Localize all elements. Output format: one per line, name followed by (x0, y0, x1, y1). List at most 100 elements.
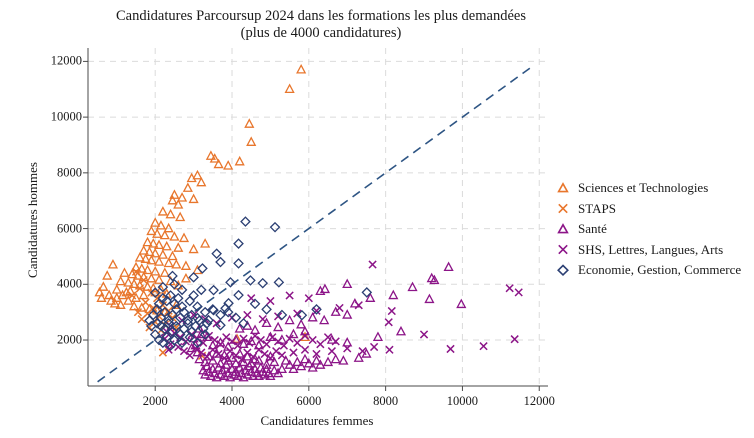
scatter-point-triangle (284, 314, 295, 325)
scatter-point-triangle (144, 246, 155, 257)
scatter-point-triangle (207, 339, 218, 350)
scatter-point-triangle (249, 324, 261, 335)
scatter-point-x (514, 288, 523, 297)
scatter-point-diamond (238, 317, 249, 329)
scatter-point-triangle (307, 311, 318, 322)
navy-diamond-icon (556, 264, 570, 277)
scatter-point-x (227, 337, 237, 346)
scatter-point-triangle (265, 370, 276, 380)
scatter-point-triangle (249, 353, 261, 364)
scatter-point-triangle (211, 371, 222, 382)
scatter-point-triangle (443, 261, 454, 272)
scatter-point-triangle (138, 289, 149, 300)
legend-label: SHS, Lettres, Langues, Arts (578, 241, 724, 257)
scatter-point-diamond (273, 277, 285, 288)
scatter-point-x (312, 306, 321, 315)
scatter-point-x (139, 275, 148, 285)
scatter-point-triangle (129, 278, 140, 289)
scatter-point-triangle (234, 155, 245, 166)
x-tick-label: 4000 (219, 394, 245, 408)
scatter-point-diamond (296, 309, 308, 321)
scatter-point-triangle (215, 357, 226, 368)
scatter-point-triangle (115, 299, 126, 309)
scatter-point-triangle (105, 295, 117, 305)
scatter-point-triangle (119, 267, 130, 277)
x-tick-label: 12000 (523, 394, 555, 408)
scatter-point-diamond (240, 216, 251, 227)
scatter-point-triangle (153, 239, 165, 250)
scatter-point-triangle (163, 257, 174, 268)
y-tick-label: 2000 (57, 332, 82, 347)
scatter-point-triangle (159, 267, 170, 277)
scatter-point-triangle (155, 284, 167, 294)
scatter-point-x (273, 337, 283, 346)
scatter-point-triangle (132, 270, 144, 280)
scatter-point-triangle (276, 363, 288, 374)
purple-triangle-icon (556, 222, 570, 236)
legend-item-shs-lettres-langues-arts: SHS, Lettres, Langues, Arts (556, 240, 741, 261)
scatter-point-triangle (217, 364, 228, 375)
scatter-point-triangle (140, 253, 151, 263)
scatter-point-triangle (104, 289, 115, 300)
scatter-point-triangle (307, 362, 318, 372)
scatter-point-x (208, 345, 217, 354)
scatter-point-x (199, 338, 208, 347)
y-tick-label: 6000 (57, 221, 82, 236)
scatter-point-x (343, 344, 352, 353)
scatter-point-diamond (192, 301, 203, 312)
scatter-point-x (210, 335, 219, 345)
scatter-point-x (231, 351, 240, 360)
scatter-point-triangle (225, 371, 236, 382)
scatter-point-triangle (123, 277, 134, 287)
scatter-point-diamond (208, 304, 219, 316)
scatter-point-x (335, 303, 344, 313)
scatter-point-x (385, 345, 394, 354)
scatter-point-triangle (395, 325, 407, 336)
scatter-point-triangle (248, 370, 259, 380)
scatter-point-diamond (257, 277, 269, 289)
scatter-point-diamond (199, 306, 211, 318)
scatter-point-diamond (197, 263, 208, 274)
scatter-point-triangle (111, 284, 122, 294)
scatter-point-triangle (342, 337, 353, 347)
scatter-point-x (233, 341, 242, 350)
purple-x-icon (556, 243, 570, 256)
scatter-point-triangle (315, 359, 326, 369)
scatter-point-triangle (259, 369, 270, 379)
scatter-point-x (289, 348, 298, 357)
scatter-point-x (254, 345, 264, 354)
scatter-point-triangle (96, 292, 107, 302)
scatter-point-x (272, 347, 281, 356)
scatter-point-x (368, 260, 377, 269)
scatter-point-diamond (172, 292, 184, 304)
chart-title: Candidatures Parcoursup 2024 dans les fo… (116, 8, 526, 24)
scatter-point-triangle (330, 306, 341, 316)
scatter-point-triangle (200, 369, 211, 379)
scatter-point-x (245, 338, 254, 347)
scatter-point-triangle (296, 360, 307, 371)
scatter-point-diamond (222, 306, 234, 318)
scatter-point-triangle (123, 295, 134, 305)
scatter-point-triangle (196, 176, 207, 187)
scatter-point-diamond (167, 270, 178, 282)
scatter-point-triangle (188, 193, 199, 204)
scatter-point-triangle (194, 353, 205, 364)
scatter-point-triangle (322, 356, 334, 367)
y-axis-label: Candidatures hommes (25, 162, 40, 278)
scatter-point-triangle (205, 150, 216, 160)
scatter-point-diamond (182, 317, 194, 329)
scatter-point-triangle (296, 318, 307, 329)
scatter-point-triangle (342, 278, 353, 289)
scatter-point-triangle (157, 206, 168, 216)
scatter-point-triangle (169, 231, 180, 241)
scatter-point-diamond (144, 315, 155, 326)
scatter-point-x (243, 348, 252, 357)
chart-title-block: Candidatures Parcoursup 2024 dans les fo… (0, 8, 642, 42)
scatter-point-x (214, 349, 223, 359)
scatter-point-diamond (361, 287, 373, 298)
scatter-point-diamond (201, 317, 213, 329)
scatter-point-triangle (200, 238, 211, 248)
scatter-point-triangle (161, 240, 172, 251)
legend-item-sante: Santé (556, 219, 741, 240)
scatter-point-diamond (192, 312, 203, 324)
